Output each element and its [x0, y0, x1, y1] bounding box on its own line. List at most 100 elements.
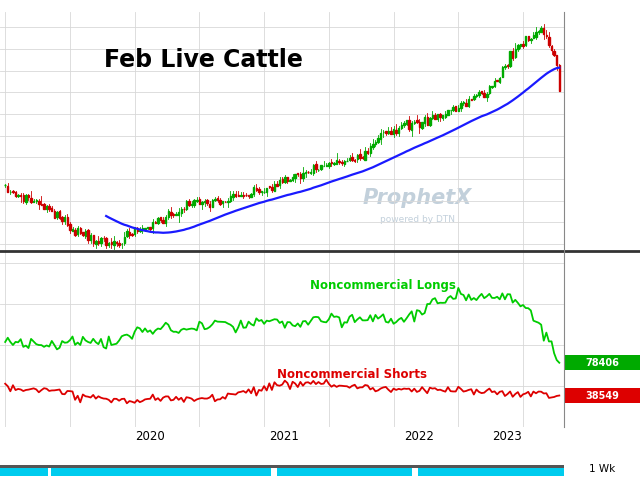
Bar [424, 117, 426, 123]
Bar [108, 243, 109, 245]
Bar [124, 237, 125, 243]
Bar [163, 220, 164, 223]
Bar [356, 155, 358, 159]
Bar [393, 129, 394, 134]
Bar [126, 231, 127, 236]
Bar [111, 242, 112, 244]
Bar [473, 96, 475, 99]
Bar [15, 192, 16, 196]
Bar [359, 154, 360, 157]
Bar [279, 180, 280, 185]
Bar [341, 162, 342, 163]
Bar [160, 217, 161, 220]
Bar [54, 211, 55, 217]
Bar [362, 157, 364, 158]
Text: ProphetX: ProphetX [363, 188, 472, 208]
Bar [7, 186, 8, 192]
Bar [378, 138, 379, 142]
Bar [538, 31, 540, 32]
Bar [269, 186, 270, 187]
Text: powered by DTN: powered by DTN [380, 215, 455, 224]
Bar [227, 201, 228, 202]
Bar [204, 201, 205, 203]
Bar [258, 189, 260, 192]
Bar [333, 163, 335, 164]
Bar [455, 107, 456, 111]
Bar [452, 107, 454, 110]
Bar [69, 225, 70, 230]
Bar [284, 177, 285, 182]
Bar [155, 222, 156, 223]
Text: 2023: 2023 [492, 430, 522, 443]
Bar [235, 194, 236, 196]
Bar [310, 172, 312, 173]
Bar [499, 78, 500, 82]
Bar [30, 198, 32, 202]
Bar [380, 132, 381, 139]
Bar [212, 200, 213, 207]
Bar [139, 230, 141, 231]
Bar [168, 211, 169, 217]
Bar [440, 114, 441, 117]
Bar [84, 231, 86, 236]
Bar [465, 103, 467, 106]
Bar [530, 38, 532, 40]
Bar [328, 163, 330, 166]
Bar [79, 228, 81, 233]
Bar [525, 36, 526, 46]
Bar [312, 165, 314, 173]
Text: 38549: 38549 [586, 391, 619, 400]
Bar [51, 208, 52, 211]
Bar [551, 46, 552, 50]
Bar [186, 201, 187, 209]
Bar [282, 180, 283, 182]
Bar [401, 125, 402, 128]
Bar [98, 241, 99, 243]
Bar [421, 122, 423, 128]
Bar [408, 120, 410, 129]
Bar [349, 158, 350, 160]
Bar [331, 162, 332, 163]
Bar [61, 217, 63, 221]
Bar [364, 151, 366, 159]
Text: Noncommercial Longs: Noncommercial Longs [310, 279, 456, 292]
Bar [416, 120, 417, 122]
Bar [232, 194, 234, 197]
Bar [302, 173, 303, 178]
Bar [188, 201, 189, 205]
Bar [527, 36, 529, 40]
Bar [222, 202, 223, 203]
Bar [556, 55, 557, 65]
Bar [67, 217, 68, 225]
Bar [217, 198, 218, 201]
Bar [520, 44, 521, 46]
Bar [554, 51, 555, 55]
Bar [141, 228, 143, 230]
Bar [372, 144, 374, 147]
Bar [403, 123, 404, 125]
Bar [543, 28, 545, 34]
Bar [214, 199, 216, 200]
Bar [116, 242, 117, 243]
Bar [178, 212, 179, 215]
Bar [274, 184, 275, 191]
Bar [509, 51, 511, 66]
Bar [292, 177, 293, 180]
Bar [253, 187, 255, 194]
Bar [82, 232, 84, 235]
Text: Noncommercial Shorts: Noncommercial Shorts [276, 368, 427, 381]
Bar [559, 65, 560, 91]
Bar [512, 51, 513, 58]
Bar [38, 201, 40, 204]
Bar [468, 99, 469, 106]
Bar [271, 187, 273, 190]
Bar [419, 122, 420, 127]
Bar [396, 130, 397, 133]
Bar [248, 195, 250, 196]
Bar [522, 44, 524, 46]
Text: 78406: 78406 [586, 358, 619, 368]
Bar [25, 195, 27, 202]
Bar [435, 115, 436, 119]
Bar [90, 235, 92, 240]
Bar [33, 201, 35, 202]
